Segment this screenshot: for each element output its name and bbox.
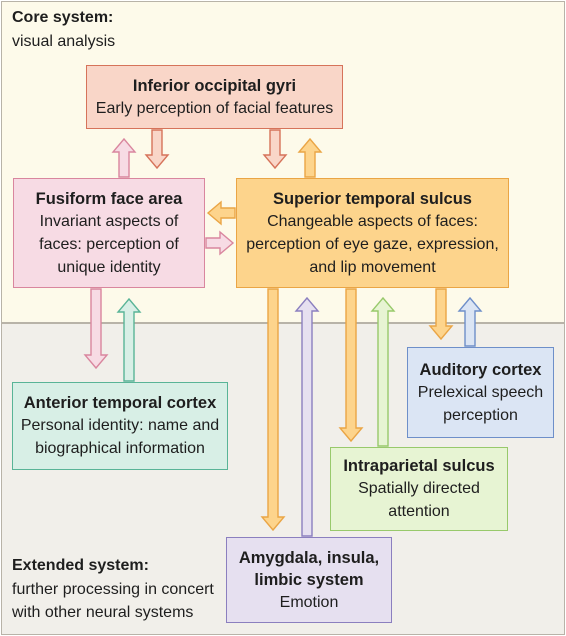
core-system-title: Core system: [12,9,114,26]
superior-temporal-sulcus-title: Superior temporal sulcus [273,189,472,208]
fusiform-face-area-desc-2: faces: perception of [39,235,179,253]
amygdala-title-1: Amygdala, insula, [238,548,380,567]
superior-temporal-sulcus-desc-2: perception of eye gaze, expression, [246,235,499,253]
arrow-sts-to-auditory [428,288,454,341]
auditory-cortex-desc-1: Prelexical speech [417,383,544,401]
arrow-sts-to-ffa [206,200,236,226]
arrow-amygdala-to-sts [294,296,320,537]
arrow-ffa-to-atc [83,288,109,370]
superior-temporal-sulcus-box: Superior temporal sulcus Changeable aspe… [236,178,509,288]
amygdala-title-2: limbic system [254,570,364,589]
arrow-auditory-to-sts [457,296,483,347]
core-system-subtitle: visual analysis [12,33,116,50]
intraparietal-sulcus-title: Intraparietal sulcus [343,457,495,475]
fusiform-face-area-desc-3: unique identity [57,258,161,276]
arrow-iog-to-ffa [144,129,170,170]
superior-temporal-sulcus-desc-1: Changeable aspects of faces: [267,212,478,230]
auditory-cortex-title: Auditory cortex [419,360,542,379]
extended-system-subtitle-line1: further processing in concert [12,581,214,598]
superior-temporal-sulcus-desc-3: and lip movement [309,258,436,276]
arrow-sts-to-ips [338,288,364,443]
arrow-ffa-to-sts [205,230,235,256]
arrow-atc-to-ffa [116,297,142,382]
extended-system-subtitle-line2: with other neural systems [12,604,194,621]
arrow-sts-to-amygdala [260,288,286,532]
extended-system-title: Extended system: [12,557,149,574]
anterior-temporal-cortex-desc-1: Personal identity: name and [20,417,220,434]
anterior-temporal-cortex-title: Anterior temporal cortex [23,394,217,412]
intraparietal-sulcus-box: Intraparietal sulcus Spatially directed … [330,447,508,531]
amygdala-insula-limbic-box: Amygdala, insula, limbic system Emotion [226,537,392,623]
fusiform-face-area-box: Fusiform face area Invariant aspects of … [13,178,205,288]
fusiform-face-area-desc-1: Invariant aspects of [39,212,179,230]
arrow-iog-to-sts [262,129,288,170]
anterior-temporal-cortex-desc-2: biographical information [35,440,205,457]
inferior-occipital-gyri-box: Inferior occipital gyri Early perception… [86,65,343,129]
auditory-cortex-box: Auditory cortex Prelexical speech percep… [407,347,554,438]
fusiform-face-area-title: Fusiform face area [35,189,183,208]
arrow-ips-to-sts [370,296,396,447]
anterior-temporal-cortex-box: Anterior temporal cortex Personal identi… [12,382,228,470]
intraparietal-sulcus-desc-2: attention [388,503,450,520]
auditory-cortex-desc-2: perception [443,406,518,424]
inferior-occipital-gyri-title: Inferior occipital gyri [132,76,297,95]
inferior-occipital-gyri-desc: Early perception of facial features [95,99,334,117]
arrow-sts-to-iog [297,137,323,178]
intraparietal-sulcus-desc-1: Spatially directed [358,480,480,497]
amygdala-desc: Emotion [279,593,339,611]
arrow-ffa-to-iog [111,137,137,178]
